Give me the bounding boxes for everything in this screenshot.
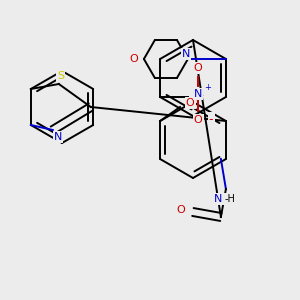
Text: N: N [54,132,62,142]
Text: O: O [176,205,185,215]
Text: O: O [194,63,203,73]
Text: S: S [57,71,64,81]
Text: O: O [194,115,203,125]
Text: -: - [209,113,213,127]
Text: O: O [186,98,194,108]
Text: N: N [182,49,190,59]
Text: N: N [214,194,222,204]
Text: +: + [205,83,212,92]
Text: N: N [194,89,202,99]
Text: -H: -H [224,194,235,204]
Text: O: O [130,54,138,64]
